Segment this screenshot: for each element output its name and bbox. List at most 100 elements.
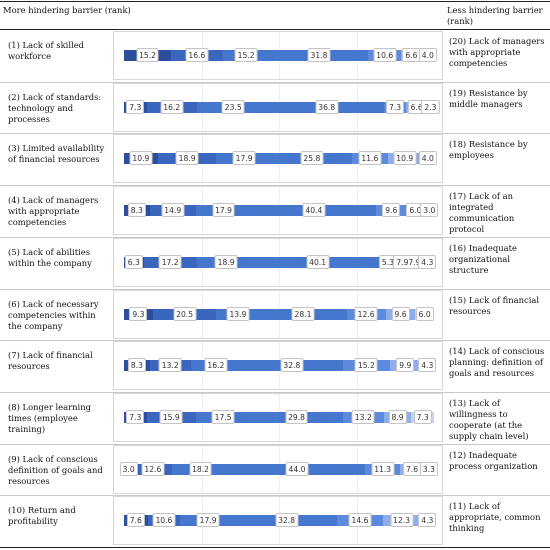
left-barrier-label: (6) Lack of necessary competencies withi…	[8, 298, 99, 331]
data-label: 18.9	[175, 151, 199, 166]
data-label: 16.2	[160, 99, 184, 114]
data-label: 10.6	[152, 513, 176, 528]
data-label: 11.3	[371, 461, 395, 476]
right-barrier-label: (13) Lack of willingness to cooperate (a…	[449, 397, 529, 441]
bar-panel: 3.0 12.6 18.2 44.0 11.3 7.6 3.3	[113, 444, 443, 494]
data-label: 15.2	[234, 48, 258, 62]
bar-panel: 7.3 16.2 23.5 36.8 7.3 6.6 2.3	[113, 82, 443, 132]
right-barrier-label: (15) Lack of financial resources	[449, 294, 540, 316]
header-rule	[0, 29, 550, 30]
data-label: 12.6	[141, 461, 165, 476]
bar-panel: 7.6 10.6 17.9 32.8 14.6 12.3 4.3	[113, 496, 443, 546]
data-label: 7.3	[126, 99, 145, 114]
data-label: 40.4	[302, 203, 326, 218]
row-separator	[0, 391, 550, 393]
data-label: 31.8	[307, 48, 331, 62]
data-label: 3.0	[119, 461, 138, 476]
data-label: 13.2	[351, 409, 375, 424]
left-barrier-label: (5) Lack of abilities within the company	[8, 246, 92, 268]
data-label: 9.6	[391, 306, 410, 321]
data-label: 16.2	[204, 358, 228, 373]
right-barrier-label: (11) Lack of appropriate, common thinkin…	[449, 501, 541, 534]
data-label: 8.3	[127, 358, 146, 373]
data-label: 44.0	[285, 461, 309, 476]
bottom-rule	[0, 547, 550, 548]
data-label: 11.6	[358, 151, 382, 166]
data-label: 7.6	[402, 461, 422, 476]
data-label: 12.6	[354, 306, 378, 321]
top-rule	[0, 1, 550, 2]
left-barrier-label: (10) Return and profitability	[8, 505, 76, 527]
bar-panel: 7.3 15.9 17.5 29.8 13.2 8.9 7.3	[113, 392, 443, 442]
data-label: 28.1	[291, 306, 315, 321]
header-left: More hindering barrier (rank)	[3, 5, 131, 15]
data-label: 5.3	[378, 254, 397, 269]
data-label: 23.5	[221, 99, 245, 114]
data-label: 4.3	[418, 513, 437, 528]
data-label: 13.9	[226, 306, 250, 321]
data-label: 17.9	[232, 151, 256, 166]
row-separator	[0, 288, 550, 290]
data-label: 4.3	[418, 254, 437, 269]
header-right: Less hindering barrier (rank)	[447, 5, 543, 26]
data-label: 6.3	[124, 254, 143, 269]
row-separator	[0, 185, 550, 187]
data-label: 18.2	[189, 461, 213, 476]
row-separator	[0, 340, 550, 342]
data-label: 17.5	[211, 409, 235, 424]
data-label: 18.9	[214, 254, 238, 269]
data-label: 15.9	[159, 409, 183, 424]
data-label: 40.1	[306, 254, 330, 269]
data-label: 4.0	[418, 48, 437, 62]
right-barrier-label: (16) Inadequate organizational structure	[449, 242, 517, 275]
bar-panel: 8.3 13.2 16.2 32.8 15.2 9.9 4.3	[113, 341, 443, 391]
data-label: 14.6	[348, 513, 372, 528]
left-barrier-label: (7) Lack of financial resources	[8, 350, 93, 372]
data-label: 7.3	[126, 409, 145, 424]
data-label: 12.3	[390, 513, 414, 528]
data-label: 17.2	[158, 254, 182, 269]
bar-panel: 10.9 18.9 17.9 25.8 11.6 10.9 4.0	[113, 134, 443, 184]
data-label: 32.8	[280, 358, 304, 373]
left-barrier-label: (8) Longer learning times (employee trai…	[8, 401, 91, 434]
data-label: 16.6	[185, 48, 209, 62]
data-label: 4.3	[418, 358, 437, 373]
right-barrier-label: (17) Lack of an integrated communication…	[449, 191, 515, 235]
left-barrier-label: (1) Lack of skilled workforce	[8, 40, 85, 61]
data-label: 6.6	[402, 48, 421, 62]
data-label: 8.3	[127, 203, 146, 218]
bar-panel: 15.2 16.6 15.2 31.8 10.6 6.6 4.0	[113, 31, 443, 80]
bar-panel: 6.3 17.2 18.9 40.1 5.3 7.97.9 4.3	[113, 237, 443, 287]
data-label: 32.8	[275, 513, 299, 528]
row-separator	[0, 133, 550, 135]
data-label: 9.9	[396, 358, 415, 373]
data-label: 10.6	[373, 48, 397, 62]
left-barrier-label: (2) Lack of standards: technology and pr…	[8, 91, 102, 124]
right-barrier-label: (18) Resistance by employees	[449, 139, 528, 161]
data-label: 25.8	[300, 151, 324, 166]
row-separator	[0, 495, 550, 497]
bar-panel: 8.3 14.9 17.9 40.4 9.6 6.0 3.0	[113, 186, 443, 236]
data-label: 36.8	[315, 99, 339, 114]
bar-panel: 9.3 20.5 13.9 28.1 12.6 9.6 6.0	[113, 289, 443, 339]
data-label: 4.0	[418, 151, 437, 166]
data-label: 29.8	[285, 409, 308, 424]
data-label: 2.3	[421, 99, 440, 114]
row-separator	[0, 236, 550, 238]
data-label: 9.6	[382, 203, 401, 218]
data-label: 14.9	[161, 203, 185, 218]
data-label: 7.6	[126, 513, 145, 528]
data-label: 3.0	[420, 203, 439, 218]
right-barrier-label: (14) Lack of conscious planning: definit…	[449, 346, 545, 379]
data-label: 17.9	[212, 203, 236, 218]
right-barrier-label: (12) Inadequate process organization	[449, 449, 538, 471]
data-label: 10.9	[129, 151, 153, 166]
data-label: 7.3	[413, 409, 432, 424]
data-label: 15.2	[354, 358, 378, 373]
data-label: 15.2	[136, 48, 160, 62]
data-label: 6.0	[415, 306, 434, 321]
row-separator	[0, 81, 550, 83]
left-barrier-label: (9) Lack of conscious definition of goal…	[8, 453, 103, 486]
data-label: 10.9	[393, 151, 417, 166]
